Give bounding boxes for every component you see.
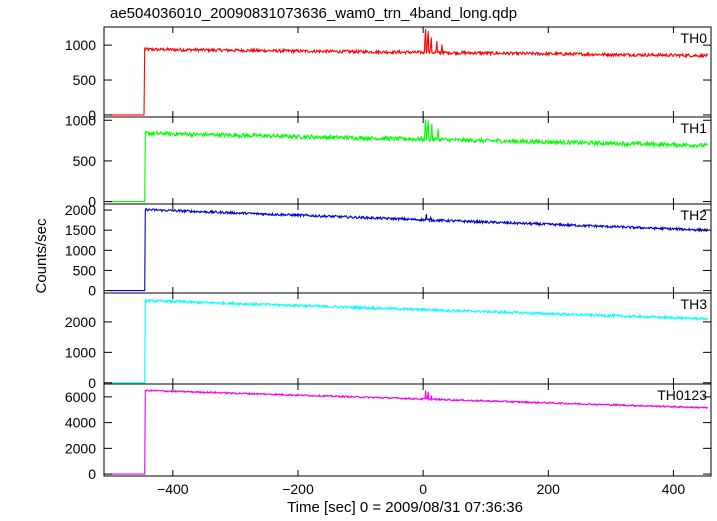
chart-title: ae504036010_20090831073636_wam0_trn_4ban… <box>110 5 517 22</box>
x-tick-label: 400 <box>662 481 686 497</box>
x-tick-label: −400 <box>157 481 189 497</box>
y-tick-label: 1500 <box>65 222 96 238</box>
y-tick-label: 500 <box>73 262 97 278</box>
y-tick-label: 0 <box>88 194 96 210</box>
series-line-th0 <box>110 29 709 116</box>
series-label-th0123: TH0123 <box>657 387 707 403</box>
panel-th0: 0 500 1000 TH0 <box>65 26 712 123</box>
y-tick-label: 6000 <box>65 389 96 405</box>
series-line-th2 <box>110 207 709 292</box>
y-tick-label: 0 <box>88 466 96 482</box>
panel-frame <box>103 116 712 205</box>
panel-th3: 0 1000 2000 TH3 <box>65 292 712 391</box>
panel-th2: 0 500 1000 1500 2000 TH2 <box>65 202 712 299</box>
series-label-th1: TH1 <box>681 120 708 136</box>
panel-th1: 0 500 1000 TH1 <box>65 112 712 210</box>
series-line-th3 <box>110 298 709 384</box>
series-line-th1 <box>110 119 709 203</box>
y-axis-title: Counts/sec <box>33 218 50 294</box>
series-line-th0123 <box>110 388 709 475</box>
panel-frame <box>103 292 712 385</box>
y-tick-label: 1000 <box>65 112 96 128</box>
series-label-th2: TH2 <box>681 207 708 223</box>
y-tick-label: 1000 <box>65 344 96 360</box>
y-tick-label: 500 <box>73 153 97 169</box>
x-tick-label: −200 <box>282 481 314 497</box>
y-tick-label: 2000 <box>65 202 96 218</box>
y-tick-label: 2000 <box>65 440 96 456</box>
y-tick-label: 0 <box>88 283 96 299</box>
panel-frame <box>103 26 712 118</box>
series-label-th0: TH0 <box>681 30 708 46</box>
panel-frame <box>103 383 712 477</box>
y-tick-label: 1000 <box>65 242 96 258</box>
y-tick-label: 2000 <box>65 314 96 330</box>
y-tick-label: 500 <box>73 72 97 88</box>
panel-th0123: 0 2000 4000 6000 TH0123 <box>65 383 712 482</box>
series-label-th3: TH3 <box>681 296 708 312</box>
x-tick-label: 200 <box>537 481 561 497</box>
panel-frame <box>103 203 712 294</box>
y-tick-label: 1000 <box>65 37 96 53</box>
y-tick-label: 4000 <box>65 415 96 431</box>
y-tick-label: 0 <box>88 375 96 391</box>
x-tick-label: 0 <box>419 481 427 497</box>
y-tick-label: 0 <box>88 107 96 123</box>
x-axis-title: Time [sec] 0 = 2009/08/31 07:36:36 <box>287 499 523 516</box>
